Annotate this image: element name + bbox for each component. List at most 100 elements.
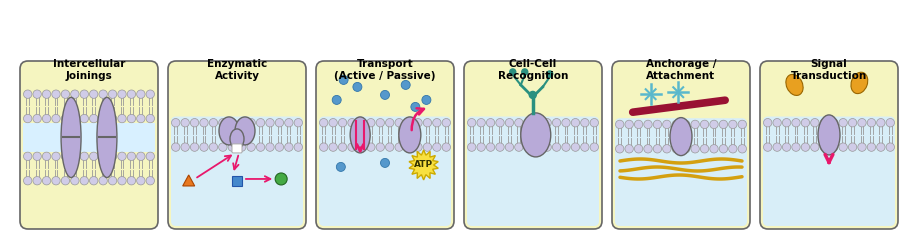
Circle shape: [663, 120, 671, 129]
Circle shape: [90, 90, 98, 98]
Circle shape: [496, 143, 504, 151]
Circle shape: [209, 118, 218, 127]
Circle shape: [99, 90, 107, 98]
Circle shape: [672, 120, 680, 129]
Circle shape: [376, 143, 385, 151]
Circle shape: [533, 143, 542, 151]
Circle shape: [719, 120, 728, 129]
Circle shape: [24, 152, 32, 160]
Text: Transport
(Active / Passive): Transport (Active / Passive): [334, 59, 436, 81]
Circle shape: [857, 143, 867, 151]
Circle shape: [108, 90, 117, 98]
Circle shape: [42, 90, 50, 98]
Circle shape: [442, 143, 451, 151]
Circle shape: [877, 118, 885, 127]
Circle shape: [266, 118, 274, 127]
Circle shape: [247, 118, 255, 127]
Circle shape: [411, 102, 420, 111]
Circle shape: [764, 143, 772, 151]
Circle shape: [764, 118, 772, 127]
Circle shape: [691, 145, 700, 153]
Circle shape: [80, 152, 88, 160]
Circle shape: [625, 120, 633, 129]
Circle shape: [442, 118, 451, 127]
Circle shape: [71, 114, 79, 123]
Circle shape: [118, 114, 126, 123]
Circle shape: [256, 118, 264, 127]
Circle shape: [339, 75, 348, 84]
Circle shape: [62, 177, 70, 185]
Circle shape: [543, 143, 552, 151]
FancyBboxPatch shape: [615, 118, 747, 226]
Circle shape: [571, 143, 579, 151]
Circle shape: [395, 118, 403, 127]
Circle shape: [108, 177, 117, 185]
Circle shape: [181, 143, 189, 151]
Circle shape: [782, 118, 790, 127]
Circle shape: [137, 177, 145, 185]
Circle shape: [710, 145, 718, 153]
Circle shape: [99, 177, 107, 185]
Circle shape: [146, 114, 154, 123]
Circle shape: [228, 143, 237, 151]
Circle shape: [590, 118, 599, 127]
Circle shape: [868, 143, 876, 151]
FancyBboxPatch shape: [171, 117, 303, 226]
Circle shape: [294, 143, 303, 151]
Circle shape: [266, 143, 274, 151]
FancyBboxPatch shape: [232, 144, 242, 153]
Circle shape: [339, 118, 347, 127]
Circle shape: [590, 143, 599, 151]
Polygon shape: [409, 150, 438, 180]
Circle shape: [524, 143, 532, 151]
FancyBboxPatch shape: [763, 117, 895, 226]
Circle shape: [729, 145, 737, 153]
Circle shape: [719, 145, 728, 153]
Circle shape: [285, 118, 293, 127]
Ellipse shape: [97, 97, 117, 178]
Circle shape: [581, 143, 589, 151]
Circle shape: [839, 118, 847, 127]
Circle shape: [137, 114, 145, 123]
Circle shape: [710, 120, 718, 129]
Circle shape: [886, 118, 894, 127]
Circle shape: [700, 120, 709, 129]
Circle shape: [571, 118, 579, 127]
Text: Anchorage /
Attachment: Anchorage / Attachment: [645, 59, 716, 81]
Circle shape: [90, 152, 98, 160]
FancyBboxPatch shape: [464, 61, 602, 229]
Circle shape: [509, 69, 516, 75]
Circle shape: [792, 118, 800, 127]
Circle shape: [505, 118, 514, 127]
Circle shape: [24, 114, 32, 123]
Circle shape: [128, 152, 136, 160]
Circle shape: [487, 118, 495, 127]
Circle shape: [386, 143, 394, 151]
Circle shape: [42, 177, 50, 185]
FancyBboxPatch shape: [319, 117, 451, 226]
Circle shape: [700, 145, 709, 153]
Circle shape: [146, 177, 154, 185]
Ellipse shape: [521, 113, 551, 157]
Circle shape: [51, 177, 61, 185]
Circle shape: [553, 143, 561, 151]
FancyBboxPatch shape: [316, 61, 454, 229]
Circle shape: [773, 143, 781, 151]
Circle shape: [562, 143, 570, 151]
Circle shape: [33, 90, 41, 98]
FancyBboxPatch shape: [168, 61, 306, 229]
Ellipse shape: [851, 72, 868, 94]
Circle shape: [51, 114, 61, 123]
Circle shape: [128, 177, 136, 185]
Circle shape: [811, 143, 819, 151]
Circle shape: [467, 118, 476, 127]
Circle shape: [868, 118, 876, 127]
Circle shape: [128, 114, 136, 123]
Ellipse shape: [670, 118, 692, 156]
Text: Intercellular
Joinings: Intercellular Joinings: [53, 59, 125, 81]
Ellipse shape: [62, 97, 81, 178]
Circle shape: [395, 143, 403, 151]
Circle shape: [380, 91, 389, 99]
Circle shape: [848, 118, 856, 127]
Circle shape: [51, 90, 61, 98]
